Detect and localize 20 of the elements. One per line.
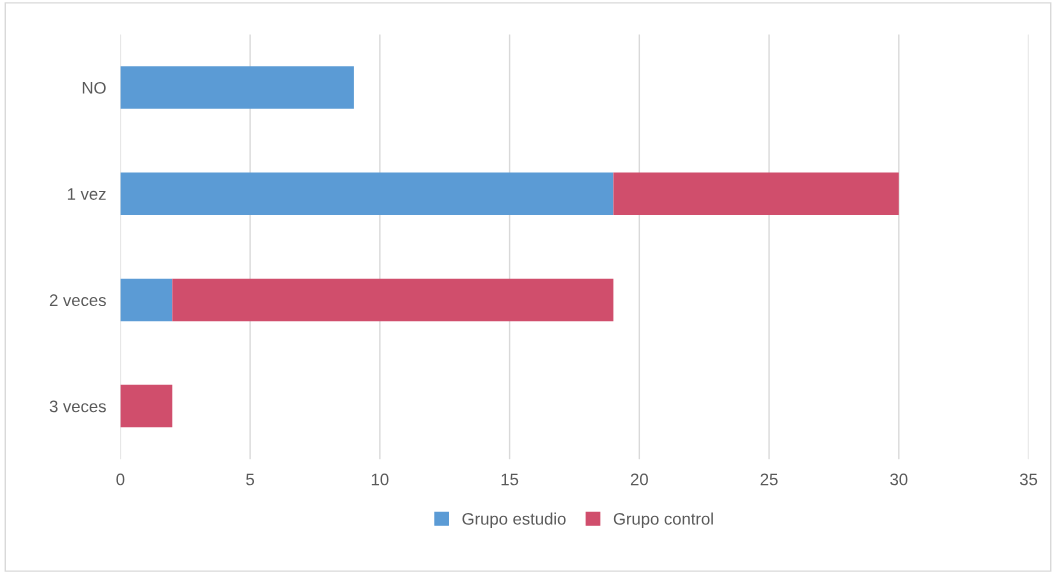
bar [172,278,614,322]
x-tick-label: 35 [1019,473,1038,486]
x-tick-label: 0 [116,473,125,486]
legend-label: Grupo control [613,512,713,529]
x-tick-label: 15 [501,473,519,486]
bar [120,66,354,109]
y-tick-label: 1 vez [67,188,106,200]
bar [120,384,173,428]
bar [120,172,614,215]
x-tick-label: 20 [630,473,648,486]
y-tick-label: 2 veces [49,294,106,307]
y-tick-label: 3 veces [49,400,106,413]
x-tick-label: 10 [371,473,389,486]
y-tick-label: NO [82,81,106,94]
legend-label: Grupo estudio [462,512,566,529]
x-tick-label: 5 [246,473,255,486]
x-tick-label: 30 [890,473,908,486]
bar [120,278,173,322]
x-tick-label: 25 [760,473,778,486]
bar [613,172,899,215]
